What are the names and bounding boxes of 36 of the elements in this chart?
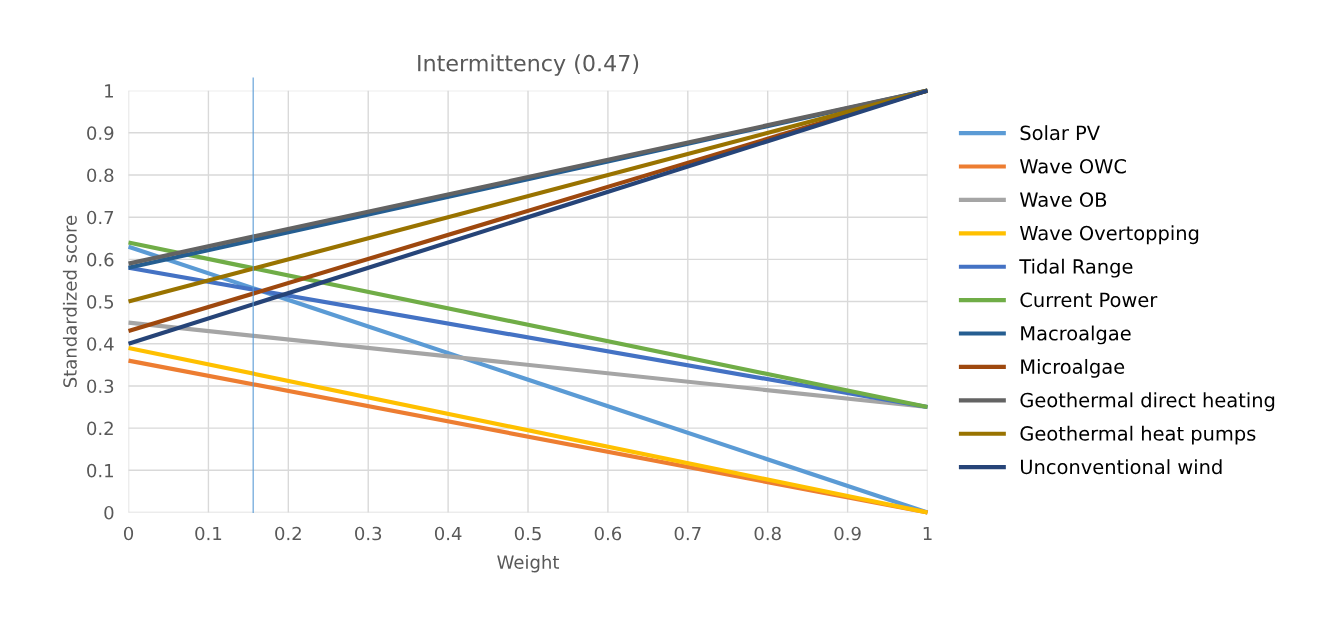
x-tick-label: 1 <box>923 526 932 541</box>
y-tick-label: 0.3 <box>87 379 114 394</box>
x-tick-label: 0.4 <box>434 526 462 541</box>
x-tick-label: 0 <box>123 526 134 541</box>
legend-label: Microalgae <box>1021 358 1125 378</box>
y-tick-label: 0.1 <box>87 463 113 478</box>
y-axis-title: Standardized score <box>62 215 77 388</box>
legend-label: Geothermal direct heating <box>1020 392 1275 412</box>
x-tick-label: 0.9 <box>834 526 861 541</box>
y-tick-label: 1 <box>105 84 113 98</box>
y-tick-label: 0.7 <box>87 210 114 225</box>
legend-label: Macroalgae <box>1021 325 1131 345</box>
legend-label: Wave OB <box>1019 192 1107 207</box>
y-tick-label: 0.5 <box>87 295 114 309</box>
legend-label: Geothermal heat pumps <box>1020 425 1256 445</box>
legend-label: Tidal Range <box>1019 258 1133 278</box>
x-tick-label: 0.3 <box>355 526 382 541</box>
legend-label: Current Power <box>1020 292 1158 308</box>
x-tick-label: 0.2 <box>275 526 301 541</box>
legend-label: Wave OWC <box>1019 158 1126 174</box>
y-tick-label: 0.6 <box>87 252 114 267</box>
legend-label: Wave Overtopping <box>1019 225 1199 245</box>
legend-label: Solar PV <box>1020 125 1100 141</box>
legend-label: Unconventional wind <box>1021 459 1222 475</box>
x-tick-label: 0.1 <box>195 526 222 541</box>
x-tick-label: 0.7 <box>674 526 701 541</box>
x-tick-label: 0.6 <box>594 526 622 541</box>
y-tick-label: 0.4 <box>87 337 114 351</box>
x-tick-label: 0.5 <box>514 526 541 541</box>
x-axis-title: Weight <box>497 554 560 573</box>
x-tick-label: 0.8 <box>754 526 781 541</box>
y-tick-label: 0.8 <box>87 168 114 183</box>
y-tick-label: 0 <box>104 505 114 520</box>
chart-title: Intermittency (0.47) <box>418 54 639 76</box>
y-tick-label: 0.9 <box>87 126 114 140</box>
y-tick-label: 0.2 <box>87 421 113 436</box>
